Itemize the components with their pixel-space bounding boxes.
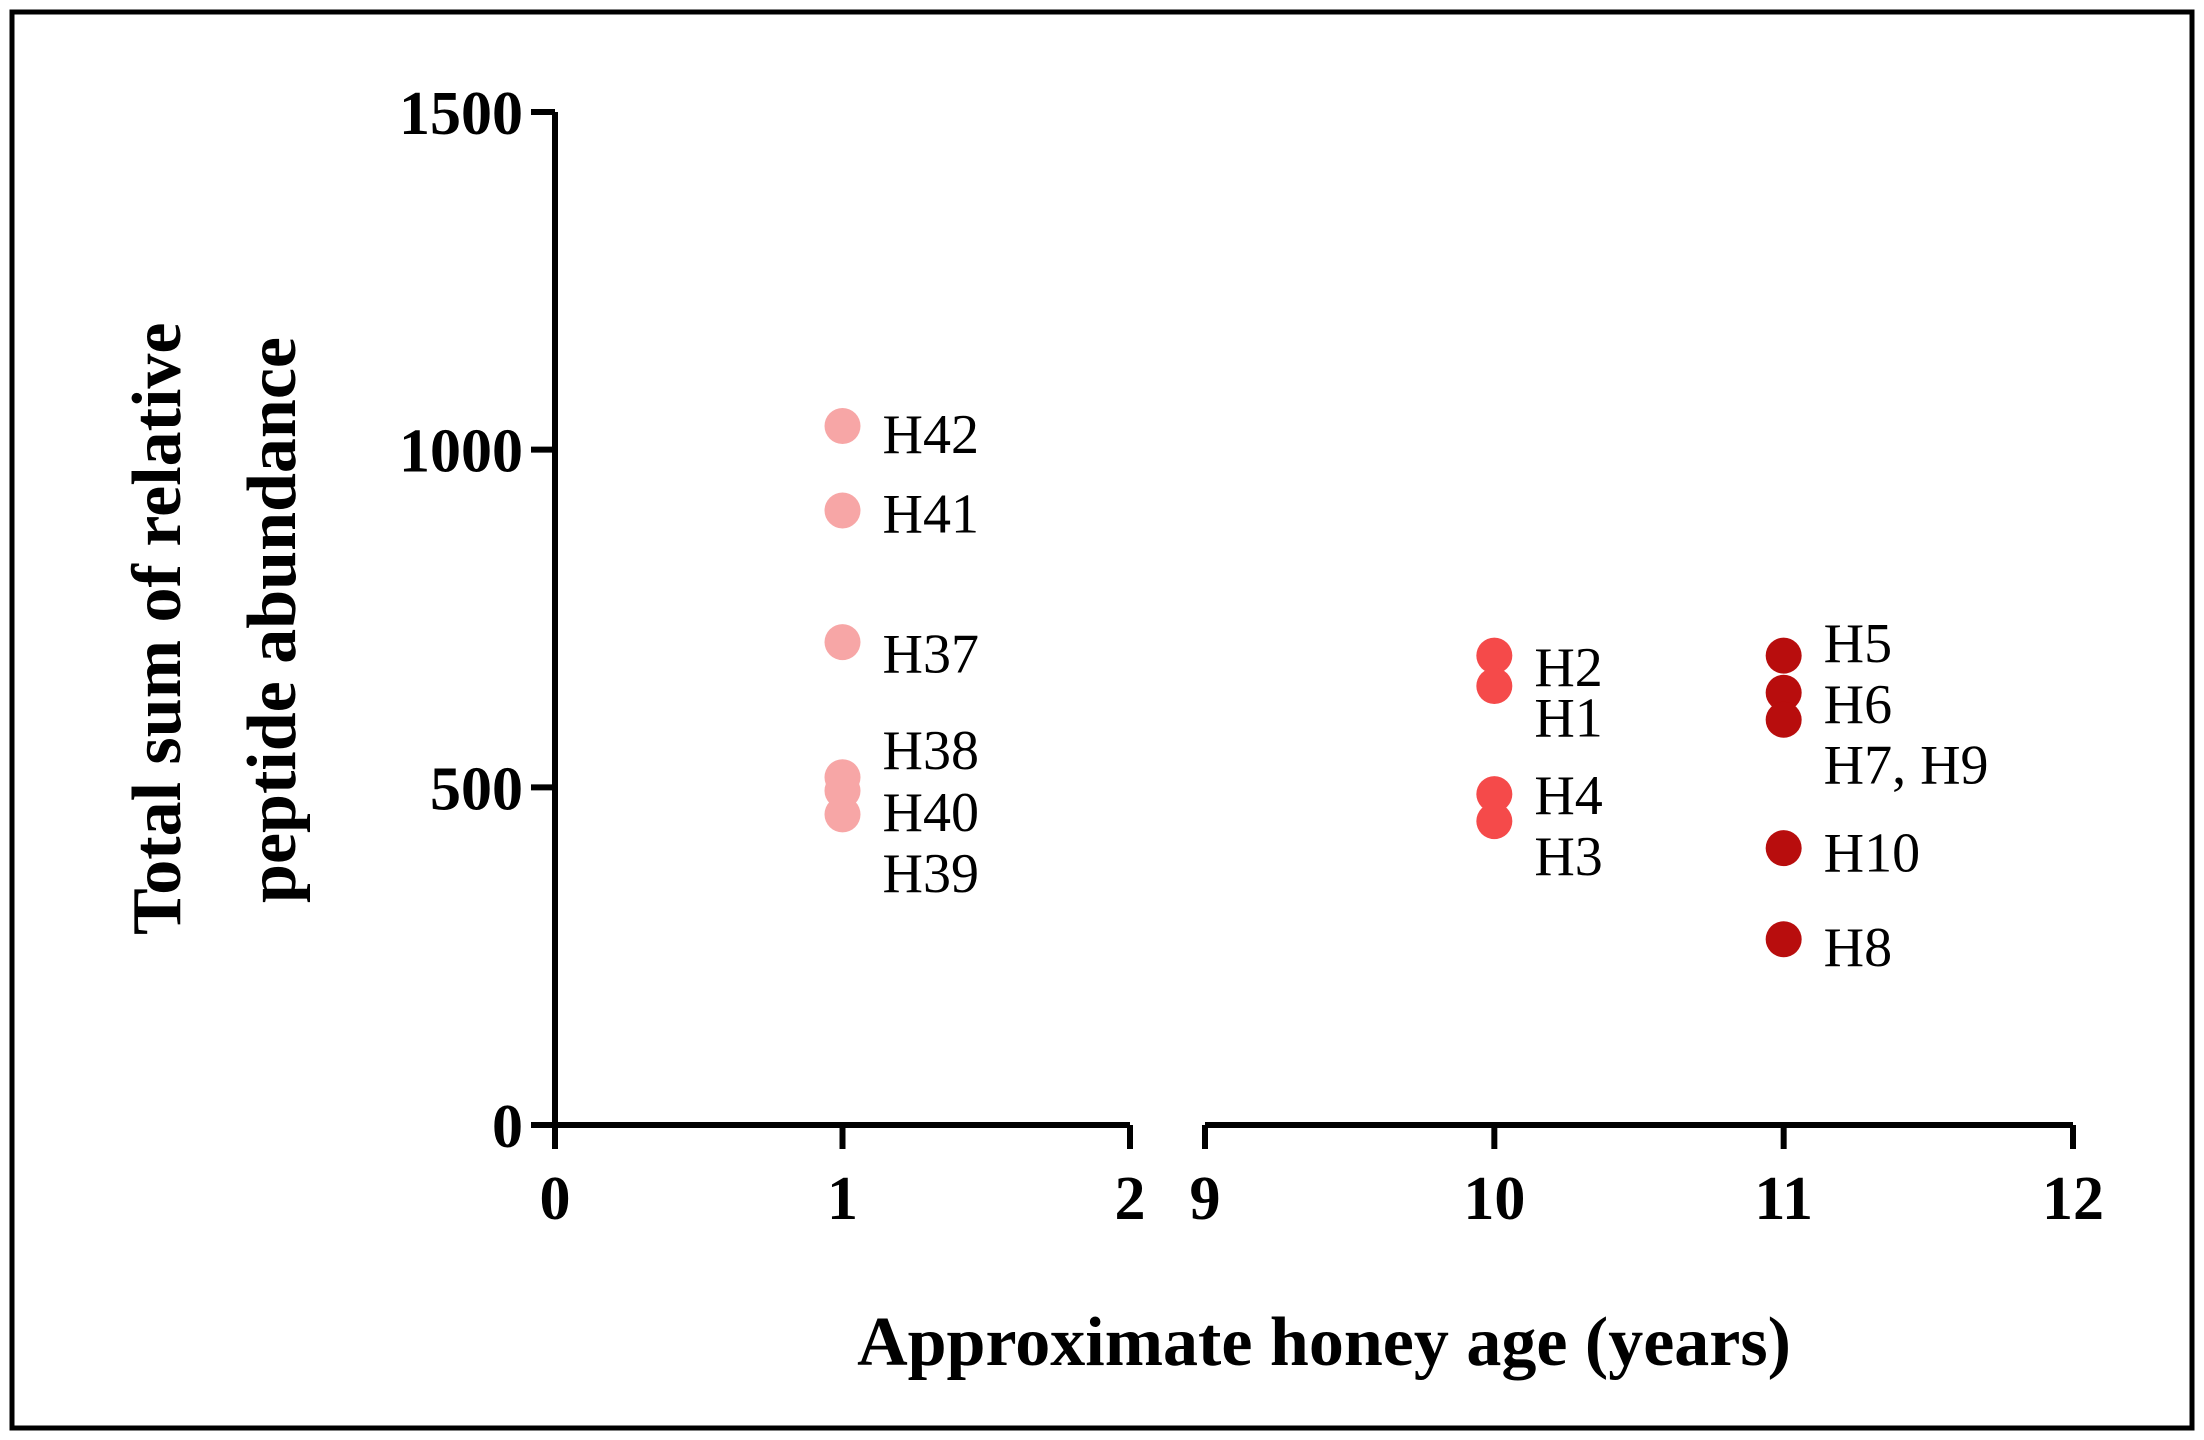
x-axis-label: Approximate honey age (years) [857, 1304, 1791, 1381]
point-label: H6 [1824, 674, 1892, 736]
data-points [824, 408, 1802, 958]
point-label: H39 [883, 843, 979, 905]
point-label: H37 [883, 623, 979, 685]
point-label: H3 [1534, 826, 1602, 888]
point-label: H4 [1534, 765, 1602, 827]
point-label: H10 [1824, 822, 1920, 884]
y-tick-label: 1000 [399, 418, 523, 486]
data-point [1476, 668, 1513, 705]
y-tick-label: 0 [492, 1093, 523, 1161]
data-point [1765, 637, 1802, 674]
data-point [1476, 637, 1513, 674]
y-axis-label: Total sum of relative peptide abundance [119, 305, 311, 935]
x-tick-label: 9 [1190, 1165, 1221, 1233]
data-point [824, 796, 861, 833]
point-label: H40 [883, 782, 979, 844]
point-label: H2 [1534, 637, 1602, 699]
y-axis-label-line-1: Total sum of relative [119, 323, 196, 935]
point-label: H41 [883, 483, 979, 545]
x-tick-label: 0 [540, 1165, 571, 1233]
x-tick-label: 12 [2042, 1165, 2104, 1233]
point-label: H38 [883, 720, 979, 782]
y-tick-label: 1500 [399, 80, 523, 148]
data-point [1476, 803, 1513, 840]
x-ticks: 0 1 2 9 10 11 12 [540, 1125, 2104, 1233]
point-label: H5 [1824, 613, 1892, 675]
y-axis-label-line-2: peptide abundance [234, 337, 311, 903]
data-point [824, 492, 861, 529]
point-label: H1 [1534, 687, 1602, 749]
figure-frame [9, 9, 2195, 1431]
x-tick-label: 11 [1754, 1165, 1813, 1233]
point-label: H42 [883, 404, 979, 466]
data-point [1476, 776, 1513, 813]
y-ticks: 0 500 1000 1500 [399, 80, 555, 1161]
data-point [824, 408, 861, 445]
y-tick-label: 500 [430, 755, 523, 823]
data-point [1765, 674, 1802, 711]
x-tick-label: 2 [1115, 1165, 1146, 1233]
point-label: H8 [1824, 917, 1892, 979]
data-point [824, 624, 861, 661]
data-point [1765, 921, 1802, 958]
x-tick-label: 1 [827, 1165, 858, 1233]
x-tick-label: 10 [1463, 1165, 1525, 1233]
point-label: H7, H9 [1824, 735, 1989, 797]
data-point [1765, 701, 1802, 738]
data-point [1765, 830, 1802, 867]
